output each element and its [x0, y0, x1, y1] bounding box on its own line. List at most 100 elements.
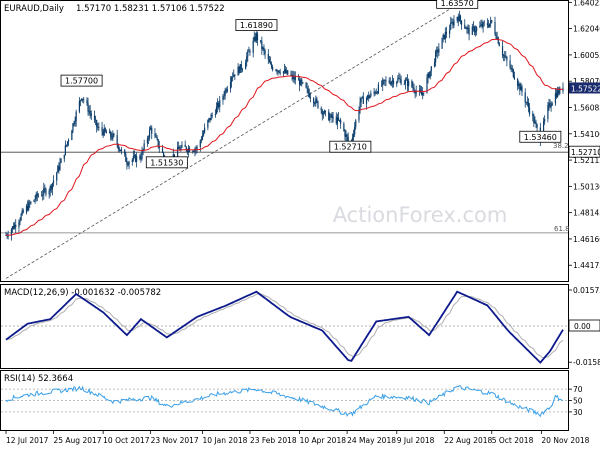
candle-body [178, 146, 180, 150]
candle-body [286, 70, 288, 73]
annotation-label: 1.63570 [441, 0, 474, 8]
candle-body [301, 79, 303, 83]
candle-body [255, 33, 258, 41]
candle-body [329, 116, 331, 121]
candle-body [458, 15, 460, 22]
candle-body [21, 210, 23, 215]
candle-body [279, 72, 281, 74]
candle-body [361, 96, 363, 98]
candle-body [512, 69, 514, 77]
axis-labels-layer: 1.64025 1.62040 1.60055 1.58070 1.56085 1.541… [5, 0, 600, 445]
candle-body [547, 105, 549, 120]
candle-body [229, 81, 232, 89]
macd-tick-label: 0.015754 [573, 286, 600, 295]
candle-body [430, 66, 432, 71]
candle-body [101, 127, 103, 132]
candle-body [78, 100, 81, 112]
candle-body [519, 83, 521, 91]
candle-body [179, 149, 181, 150]
candle-body [218, 102, 220, 108]
candle-body [200, 139, 202, 141]
candle-body [403, 83, 405, 85]
candle-body [548, 103, 550, 106]
price-tick-label: 1.54100 [573, 130, 600, 139]
rsi-tick-label: 30 [573, 408, 583, 417]
candle-body [480, 24, 482, 26]
candle-body [278, 70, 280, 73]
candle-body [136, 156, 138, 162]
candle-body [219, 100, 221, 108]
fib-label-618: 61.8 [554, 225, 570, 233]
candle-body [437, 49, 439, 53]
candle-body [103, 128, 105, 136]
candle-body [360, 97, 362, 103]
candle-body [226, 88, 228, 92]
candle-body [299, 79, 301, 86]
candle-body [83, 99, 85, 101]
candle-body [60, 158, 62, 163]
candle-body [158, 146, 160, 149]
candle-body [37, 195, 39, 197]
macd-layer [1, 290, 568, 364]
candle-body [501, 46, 504, 56]
candle-body [151, 127, 153, 134]
candle-body [390, 81, 392, 85]
candle-body [59, 162, 61, 170]
candle-body [51, 183, 54, 190]
candle-body [503, 55, 505, 56]
candle-body [504, 55, 506, 57]
candle-body [195, 148, 197, 150]
level-lines-layer: 38.2 61.8 [1, 2, 570, 279]
date-tick-label: 22 Aug 2018 [444, 436, 492, 445]
candle-body [467, 27, 469, 29]
rsi-line [5, 385, 564, 418]
rsi-tick-label: 50 [573, 397, 583, 406]
candle-body [457, 16, 459, 22]
annotation-box [235, 19, 278, 32]
candle-body [284, 69, 287, 73]
level-price-box [568, 145, 600, 158]
candle-body [315, 98, 317, 104]
candle-body [336, 117, 338, 124]
candle-body [276, 70, 278, 72]
candle-body [196, 146, 198, 149]
candle-body [460, 20, 463, 25]
candle-body [225, 89, 227, 92]
candle-body [338, 119, 341, 121]
candle-body [449, 29, 451, 34]
candle-body [154, 133, 156, 136]
candle-body [550, 105, 552, 107]
candle-body [79, 100, 82, 101]
price-tick-label: 1.64025 [573, 0, 600, 7]
candle-body [497, 37, 499, 44]
price-tick-label: 1.58070 [573, 77, 600, 86]
candle-body [418, 89, 421, 91]
candle-body [479, 25, 481, 28]
candle-body [459, 15, 462, 21]
annotation-label: 1.51530 [150, 158, 183, 167]
candle-body [551, 103, 553, 106]
candle-body [102, 131, 104, 136]
candle-body [382, 80, 384, 86]
date-tick-label: 10 Oct 2017 [103, 436, 150, 445]
candle-body [113, 133, 115, 136]
candle-body [275, 69, 277, 71]
candle-body [332, 116, 334, 119]
candle-body [511, 67, 513, 70]
candle-body [282, 71, 285, 74]
candle-body [201, 135, 204, 140]
candle-body [559, 87, 561, 94]
candle-body [50, 186, 52, 190]
annotations-layer: 1.57700 1.51530 1.61890 1.52710 1.63570 1.534… [60, 0, 562, 169]
candle-body [351, 137, 354, 141]
candle-body [277, 70, 279, 72]
candle-body [48, 191, 50, 195]
candle-body [375, 92, 377, 94]
candle-body [66, 141, 69, 145]
date-tick-label: 25 Aug 2017 [53, 436, 101, 445]
candle-body [533, 116, 535, 124]
annotation-box [145, 156, 188, 169]
candle-body [438, 48, 440, 53]
candle-body [134, 155, 137, 162]
